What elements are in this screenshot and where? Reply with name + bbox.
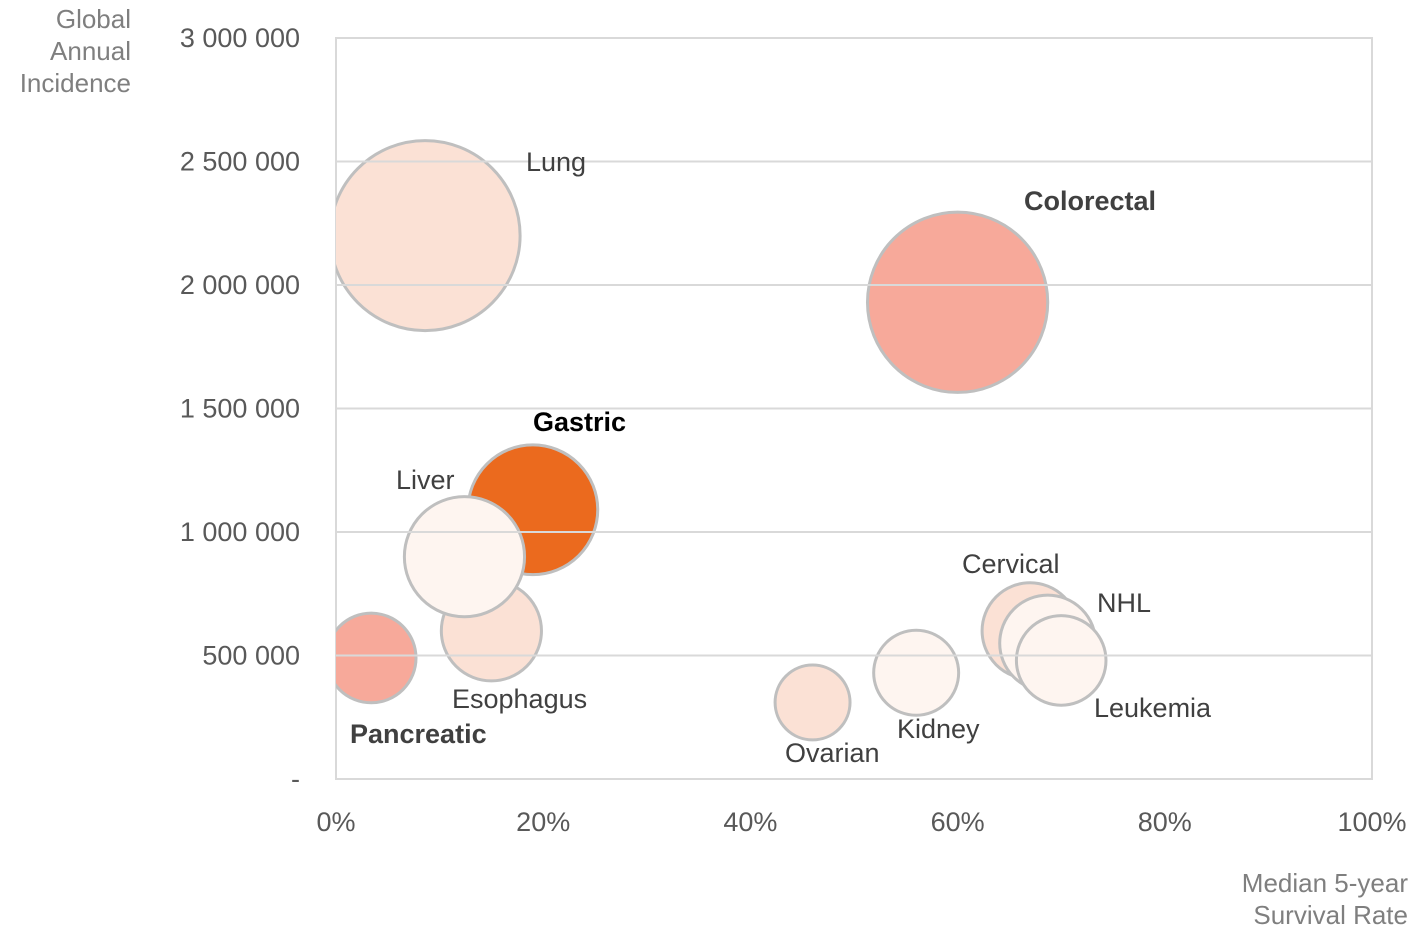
bubble <box>336 139 522 333</box>
bubble-label: Colorectal <box>1024 186 1156 216</box>
bubble <box>865 210 1050 394</box>
x-tick-label: 0% <box>316 807 355 837</box>
x-tick-label: 20% <box>516 807 570 837</box>
y-tick-label: - <box>291 764 300 794</box>
bubble-label: Esophagus <box>452 684 587 714</box>
y-tick-label: 2 500 000 <box>180 147 300 177</box>
bubble-label: Gastric <box>533 407 626 437</box>
bubble-label: Cervical <box>962 549 1060 579</box>
bubble-label: Lung <box>526 147 586 177</box>
bubble-label: Leukemia <box>1094 693 1212 723</box>
bubble <box>402 495 527 619</box>
y-tick-label: 3 000 000 <box>180 23 300 53</box>
x-tick-label: 40% <box>723 807 777 837</box>
y-axis-title: Global Annual Incidence <box>19 4 131 98</box>
bubble <box>1014 614 1108 707</box>
x-tick-label: 60% <box>931 807 985 837</box>
x-axis-title: Median 5-year Survival Rate <box>1241 868 1408 930</box>
bubble-label: Kidney <box>897 714 980 744</box>
bubble-label: Ovarian <box>785 738 880 768</box>
y-tick-label: 500 000 <box>202 641 300 671</box>
y-tick-label: 1 500 000 <box>180 394 300 424</box>
bubbles <box>336 139 1108 742</box>
bubble-label: Pancreatic <box>350 719 487 749</box>
y-tick-label: 2 000 000 <box>180 270 300 300</box>
x-tick-label: 100% <box>1337 807 1406 837</box>
bubble <box>773 663 852 742</box>
x-tick-label: 80% <box>1138 807 1192 837</box>
bubble-label: NHL <box>1097 588 1151 618</box>
bubble <box>872 628 961 717</box>
y-tick-label: 1 000 000 <box>180 517 300 547</box>
bubble-label: Liver <box>396 465 455 495</box>
bubble <box>336 611 418 705</box>
